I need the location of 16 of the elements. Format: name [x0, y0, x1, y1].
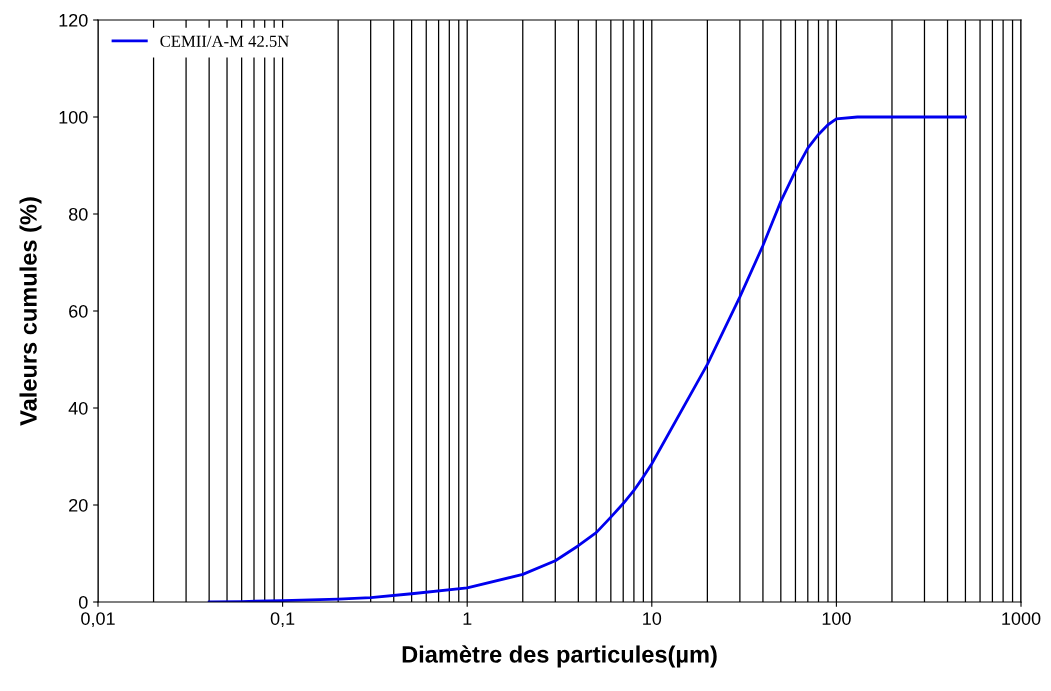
y-tick-label: 0	[78, 595, 88, 609]
x-tick-label: 0,1	[270, 612, 295, 628]
y-tick-label: 40	[68, 401, 88, 415]
y-tick-label: 100	[59, 110, 88, 124]
y-axis-title: Valeurs cumules (%)	[19, 197, 42, 426]
y-tick-label: 80	[68, 207, 88, 221]
x-tick-label: 1000	[1002, 612, 1041, 625]
legend-label: CEMII/A-M 42.5N	[160, 35, 289, 47]
x-axis-title: Diamètre des particules(µm)	[402, 645, 717, 668]
y-tick-label: 20	[69, 498, 88, 512]
y-tick-label: 60	[69, 304, 88, 318]
x-tick-label: 1	[463, 612, 472, 625]
x-tick-label: 100	[822, 612, 851, 625]
x-tick-label: 10	[643, 612, 662, 625]
y-tick-label: 120	[59, 13, 88, 27]
x-tick-label: 0,01	[81, 612, 115, 628]
